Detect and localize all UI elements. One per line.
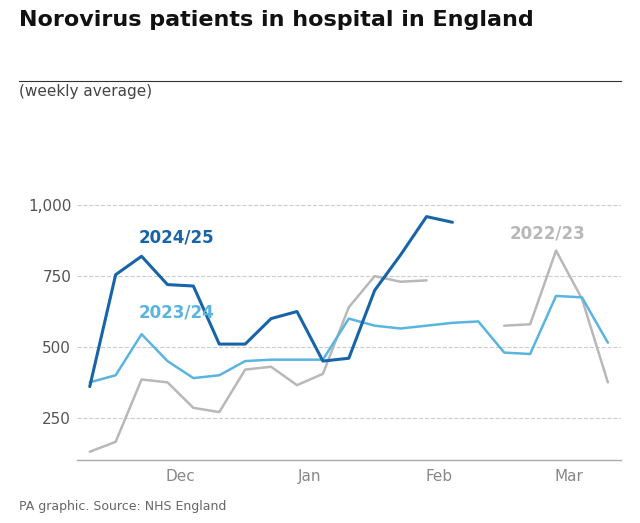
Text: 2024/25: 2024/25: [139, 229, 214, 246]
Text: Norovirus patients in hospital in England: Norovirus patients in hospital in Englan…: [19, 10, 534, 30]
Text: 2023/24: 2023/24: [139, 303, 215, 322]
Text: PA graphic. Source: NHS England: PA graphic. Source: NHS England: [19, 499, 227, 513]
Text: (weekly average): (weekly average): [19, 84, 152, 99]
Text: 2022/23: 2022/23: [509, 224, 585, 242]
